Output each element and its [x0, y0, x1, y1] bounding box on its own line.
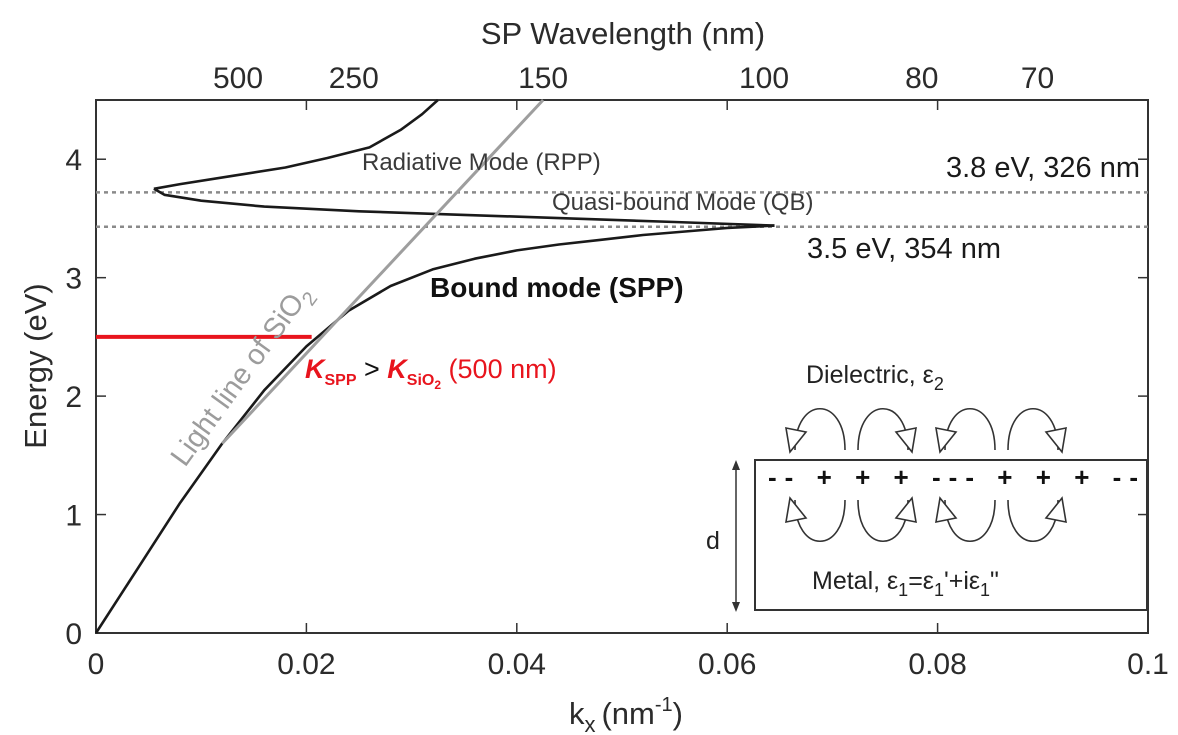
top-tick-label: 100: [739, 62, 789, 95]
reference-label-lower: 3.5 eV, 354 nm: [807, 233, 1001, 265]
field-arrows-lower: [794, 499, 1059, 542]
metal-dielectric-inset: Dielectric, ε2 -- + + + --- + + + --: [706, 361, 1148, 612]
metal-label: Metal, ε1=ε1'+iε1": [812, 567, 999, 600]
x-tick-label: 0.06: [698, 648, 756, 681]
series-bound-line: [94, 224, 775, 634]
series-light-line-line: [221, 98, 545, 445]
top-tick-label: 80: [905, 62, 938, 95]
thickness-arrowhead-top: [732, 460, 740, 470]
field-arrowheads-lower: [785, 496, 1067, 524]
quasi-bound-mode-label: Quasi-bound Mode (QB): [552, 189, 813, 216]
reference-label-upper: 3.8 eV, 326 nm: [946, 152, 1140, 184]
radiative-mode-label: Radiative Mode (RPP): [362, 149, 601, 176]
top-axis-title: SP Wavelength (nm): [481, 16, 765, 51]
field-arrows-upper: [794, 408, 1059, 451]
plot-frame: [95, 99, 1149, 634]
top-tick-label: 250: [329, 62, 379, 95]
top-tick-label: 500: [213, 62, 263, 95]
ticks-layer: 0 0.02 0.04 0.06 0.08 0.1 0 1 2 3 4 500 250 150 100 80 7…: [65, 62, 1169, 681]
thickness-label: d: [706, 527, 720, 555]
series-radiative-line: [153, 99, 439, 191]
y-tick-label: 1: [65, 500, 82, 533]
light-line-label: Light line of SiO2: [165, 279, 323, 476]
x-tick-label: 0.04: [488, 648, 546, 681]
x-tick-label: 0: [88, 648, 105, 681]
y-tick-label: 4: [65, 144, 82, 177]
y-tick-label: 2: [65, 381, 82, 414]
x-tick-label: 0.02: [277, 648, 335, 681]
dielectric-label: Dielectric, ε2: [806, 361, 944, 394]
top-tick-label: 150: [518, 62, 568, 95]
k-comparison-label: KSPP > KSiO2 (500 nm): [305, 354, 557, 392]
surface-charges: -- + + + --- + + + --: [768, 462, 1138, 492]
series-layer: [94, 98, 775, 634]
y-tick-label: 3: [65, 263, 82, 296]
x-tick-label: 0.1: [1127, 648, 1169, 681]
y-tick-label: 0: [65, 618, 82, 651]
bound-mode-label: Bound mode (SPP): [430, 272, 684, 303]
thickness-arrowhead-bottom: [732, 602, 740, 612]
series-quasi-bound-line: [153, 187, 775, 227]
top-tick-label: 70: [1021, 62, 1054, 95]
y-axis-title: Energy (eV): [18, 283, 53, 448]
field-arrowheads-upper: [785, 426, 1067, 454]
metal-film: [754, 459, 1148, 611]
x-axis-title: kx (nm-1): [569, 694, 683, 735]
x-tick-label: 0.08: [908, 648, 966, 681]
